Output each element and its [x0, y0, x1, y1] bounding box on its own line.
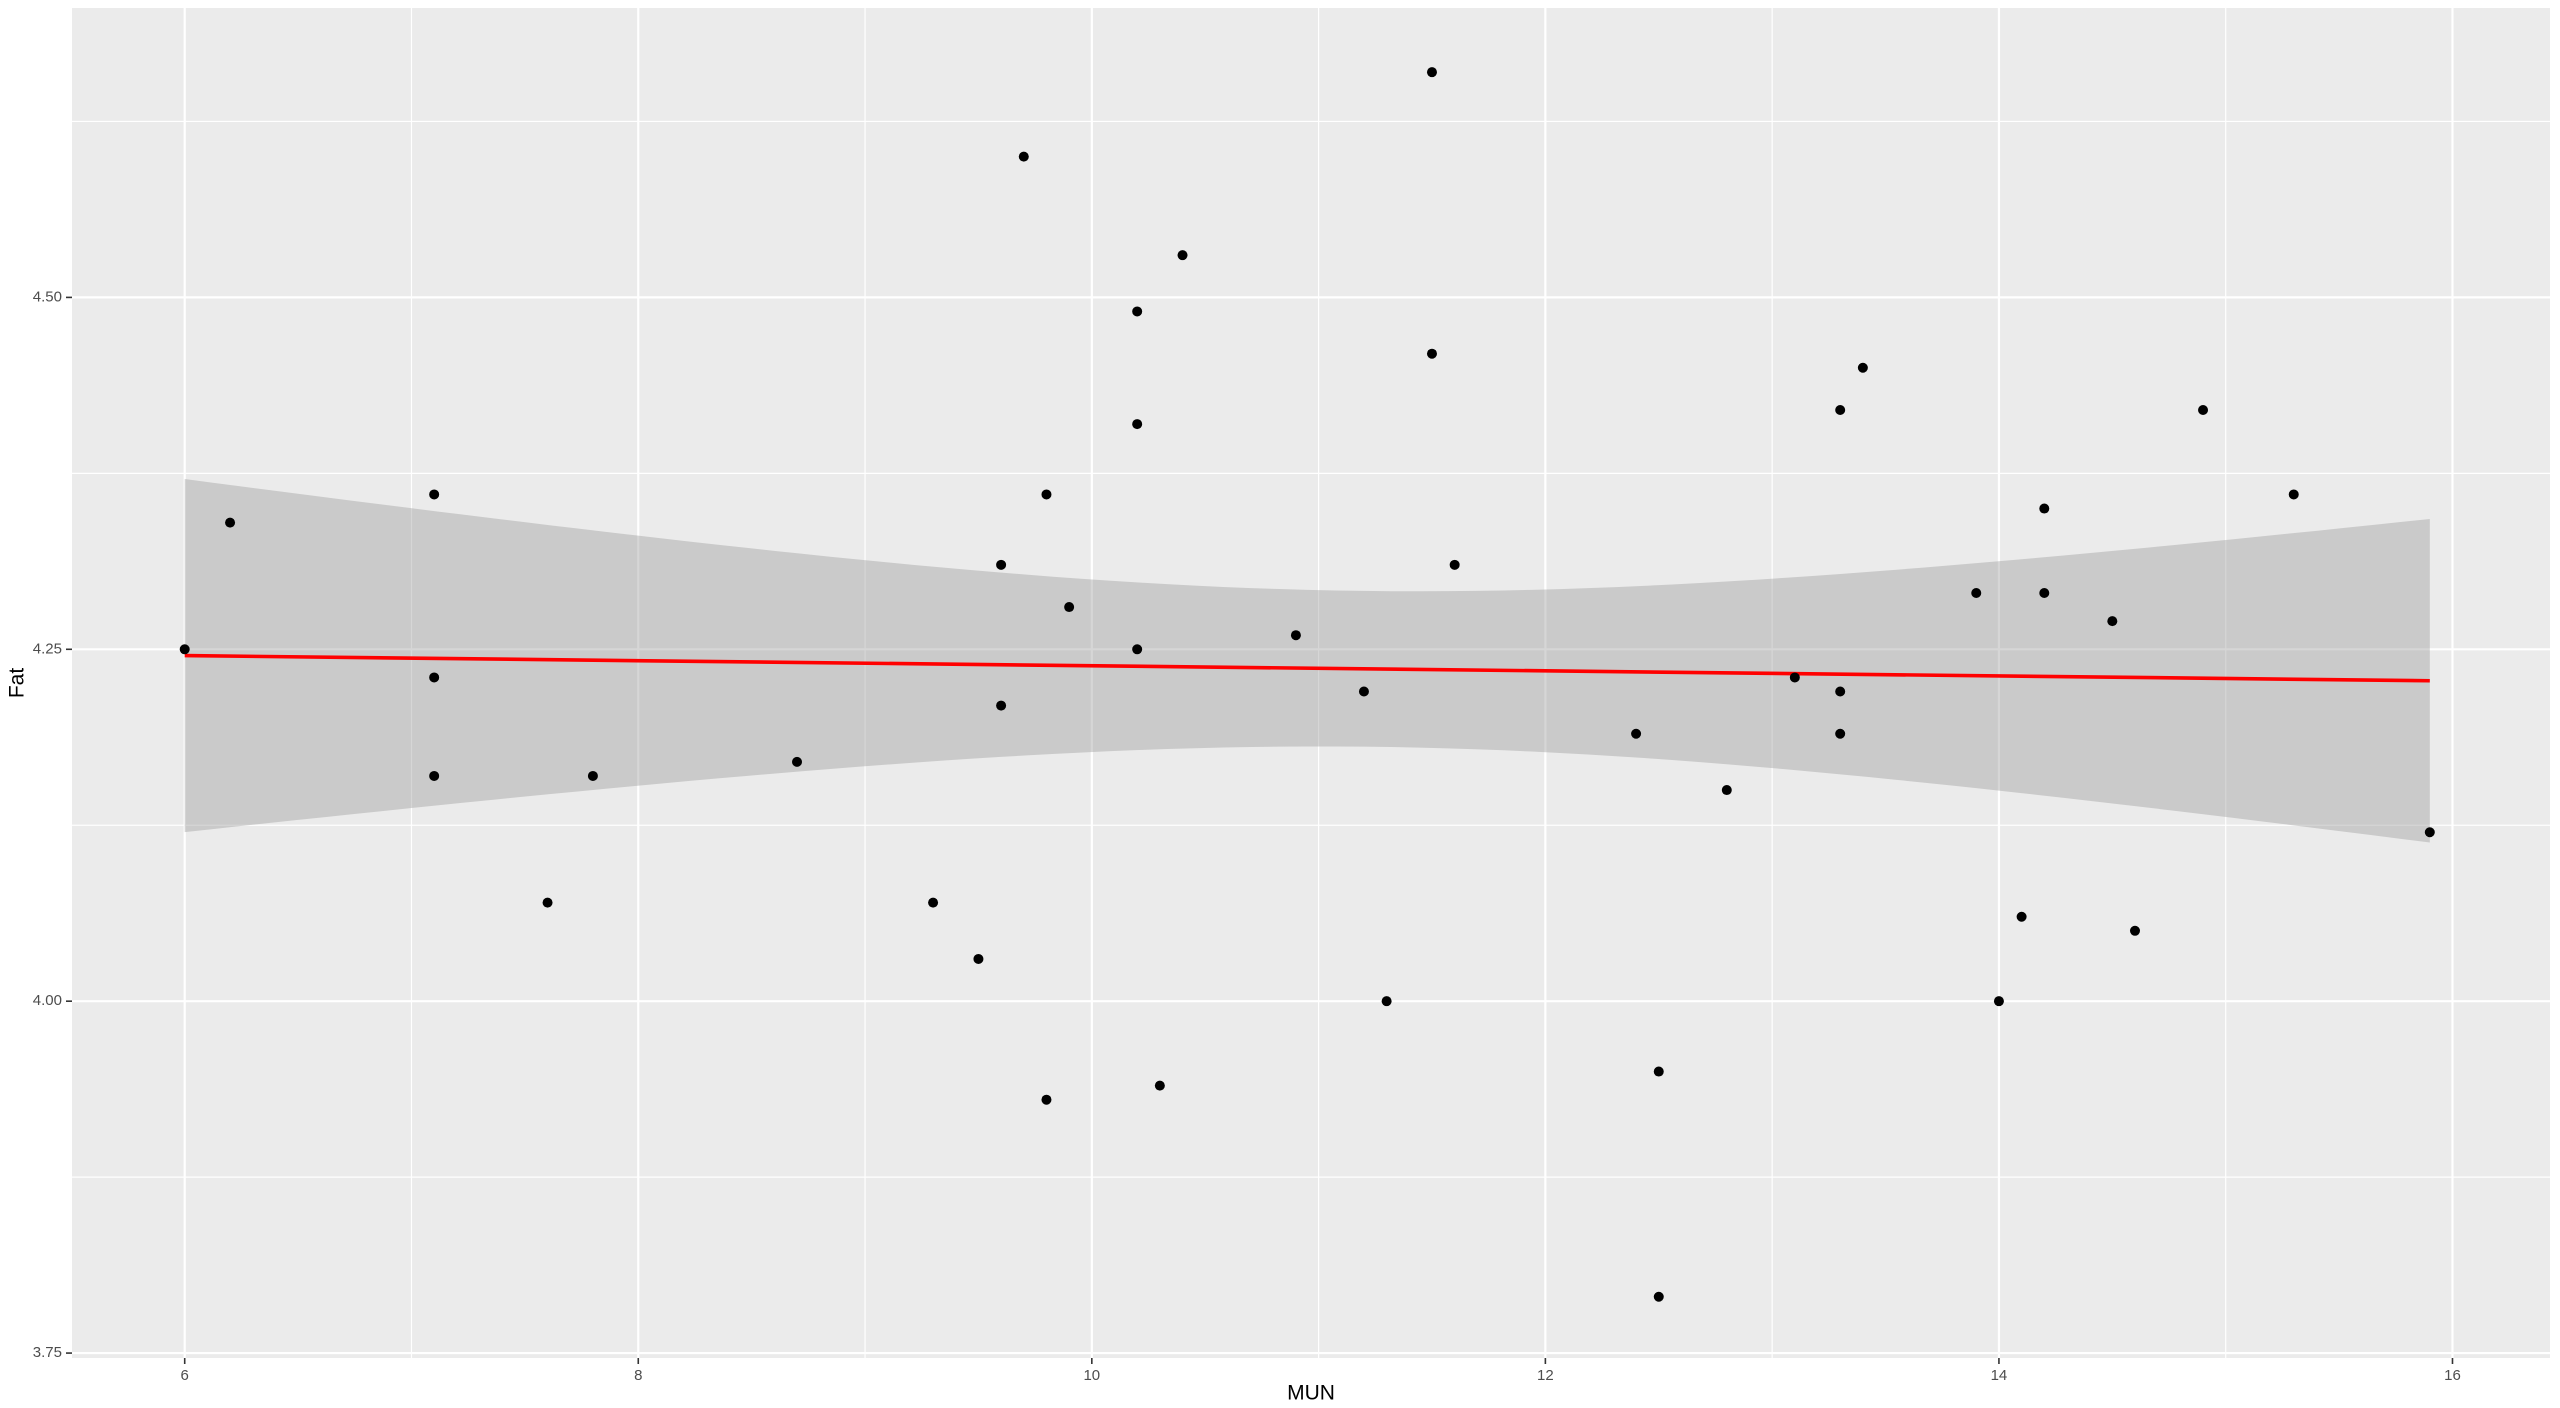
data-point [1426, 348, 1437, 359]
y-tick-label: 4.25 [33, 640, 62, 657]
x-axis-title: MUN [1287, 1382, 1335, 1405]
data-point [1721, 785, 1732, 796]
data-point [2039, 587, 2050, 598]
y-tick-label: 4.50 [33, 288, 62, 305]
data-point [792, 756, 803, 767]
data-point [2288, 489, 2299, 500]
x-tick-label: 8 [634, 1367, 642, 1384]
data-point [2016, 911, 2027, 922]
data-point [2039, 503, 2050, 514]
data-point [996, 700, 1007, 711]
data-point [1857, 362, 1868, 373]
data-point [1835, 405, 1846, 416]
data-point [225, 517, 236, 528]
data-point [1971, 587, 1982, 598]
data-point [1018, 151, 1029, 162]
regression-line [184, 653, 2430, 683]
data-point [2107, 616, 2118, 627]
data-point [1154, 1080, 1165, 1091]
x-tick-label: 10 [1083, 1367, 1100, 1384]
data-point [429, 770, 440, 781]
y-tick-label: 3.75 [33, 1344, 62, 1361]
data-point [179, 644, 190, 655]
data-point [1290, 630, 1301, 641]
confidence-band [184, 479, 2430, 843]
data-point [1132, 419, 1143, 430]
data-point [1631, 728, 1642, 739]
data-point [2198, 405, 2209, 416]
data-point [1789, 672, 1800, 683]
y-axis-title: Fat [6, 668, 29, 699]
data-point [1064, 602, 1075, 613]
data-point [1449, 559, 1460, 570]
y-tick-label: 4.00 [33, 992, 62, 1009]
x-tick-label: 12 [1537, 1367, 1554, 1384]
data-point [1993, 996, 2004, 1007]
data-point [1653, 1066, 1664, 1077]
data-point [2129, 925, 2140, 936]
data-point [1132, 306, 1143, 317]
data-point [996, 559, 1007, 570]
data-point [542, 897, 553, 908]
data-point [1835, 686, 1846, 697]
data-point [1358, 686, 1369, 697]
data-point [1381, 996, 1392, 1007]
data-point [1835, 728, 1846, 739]
x-tick-label: 16 [2444, 1367, 2461, 1384]
data-point [1653, 1291, 1664, 1302]
data-point [429, 489, 440, 500]
data-point [1177, 250, 1188, 261]
data-point [1041, 489, 1052, 500]
data-point [429, 672, 440, 683]
data-point [587, 770, 598, 781]
data-point [1041, 1094, 1052, 1105]
data-point [928, 897, 939, 908]
x-tick-label: 14 [1991, 1367, 2008, 1384]
data-point [1132, 644, 1143, 655]
data-point [1426, 67, 1437, 78]
data-point [973, 953, 984, 964]
plot-panel [72, 8, 2550, 1358]
data-point [2424, 827, 2435, 838]
x-tick-label: 6 [181, 1367, 189, 1384]
